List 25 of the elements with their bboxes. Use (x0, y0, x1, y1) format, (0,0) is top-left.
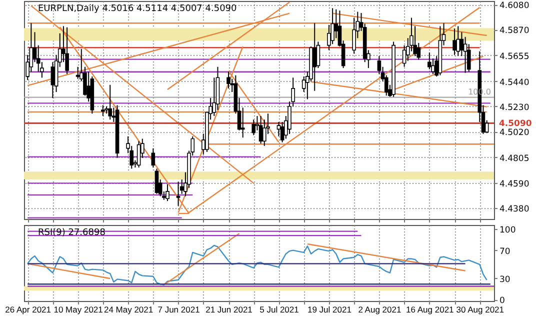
y-tick-label: 4.4805 (500, 154, 530, 164)
y-tick-label: 0 (500, 296, 505, 306)
y-tick-label: 4.6080 (500, 1, 530, 12)
x-tick-label: 10 May 2021 (54, 304, 104, 314)
ref-line-label: 4.5090 (499, 119, 532, 130)
y-tick-label: 4.5870 (500, 26, 530, 36)
x-tick-label: 5 Jul 2021 (260, 304, 300, 314)
y-tick-label: 4.4380 (500, 204, 530, 215)
y-tick-label: 4.5230 (500, 102, 530, 113)
y-tick-label: 4.4590 (500, 180, 530, 190)
y-tick-label: 4.5655 (500, 52, 530, 62)
y-tick-label: 4.5440 (500, 78, 530, 88)
y-tick-label: 70 (500, 246, 510, 257)
x-tick-label: 7 Jun 2021 (158, 304, 200, 314)
chart-title: EURPLN,Daily 4.5016 4.5114 4.5007 4.5090 (38, 4, 238, 14)
y-tick-label: 30 (500, 274, 510, 285)
y-tick-label: 100 (500, 226, 516, 236)
x-tick-label: 19 Jul 2021 (307, 304, 352, 314)
y-tick-label: 4.5020 (500, 128, 530, 138)
x-tick-label: 21 Jun 2021 (206, 304, 253, 314)
x-tick-label: 26 Apr 2021 (5, 304, 52, 314)
x-tick-label: 2 Aug 2021 (358, 304, 402, 314)
x-tick-label: 24 May 2021 (104, 304, 154, 314)
x-tick-label: 30 Aug 2021 (456, 304, 504, 314)
x-tick-label: 16 Aug 2021 (406, 304, 454, 314)
